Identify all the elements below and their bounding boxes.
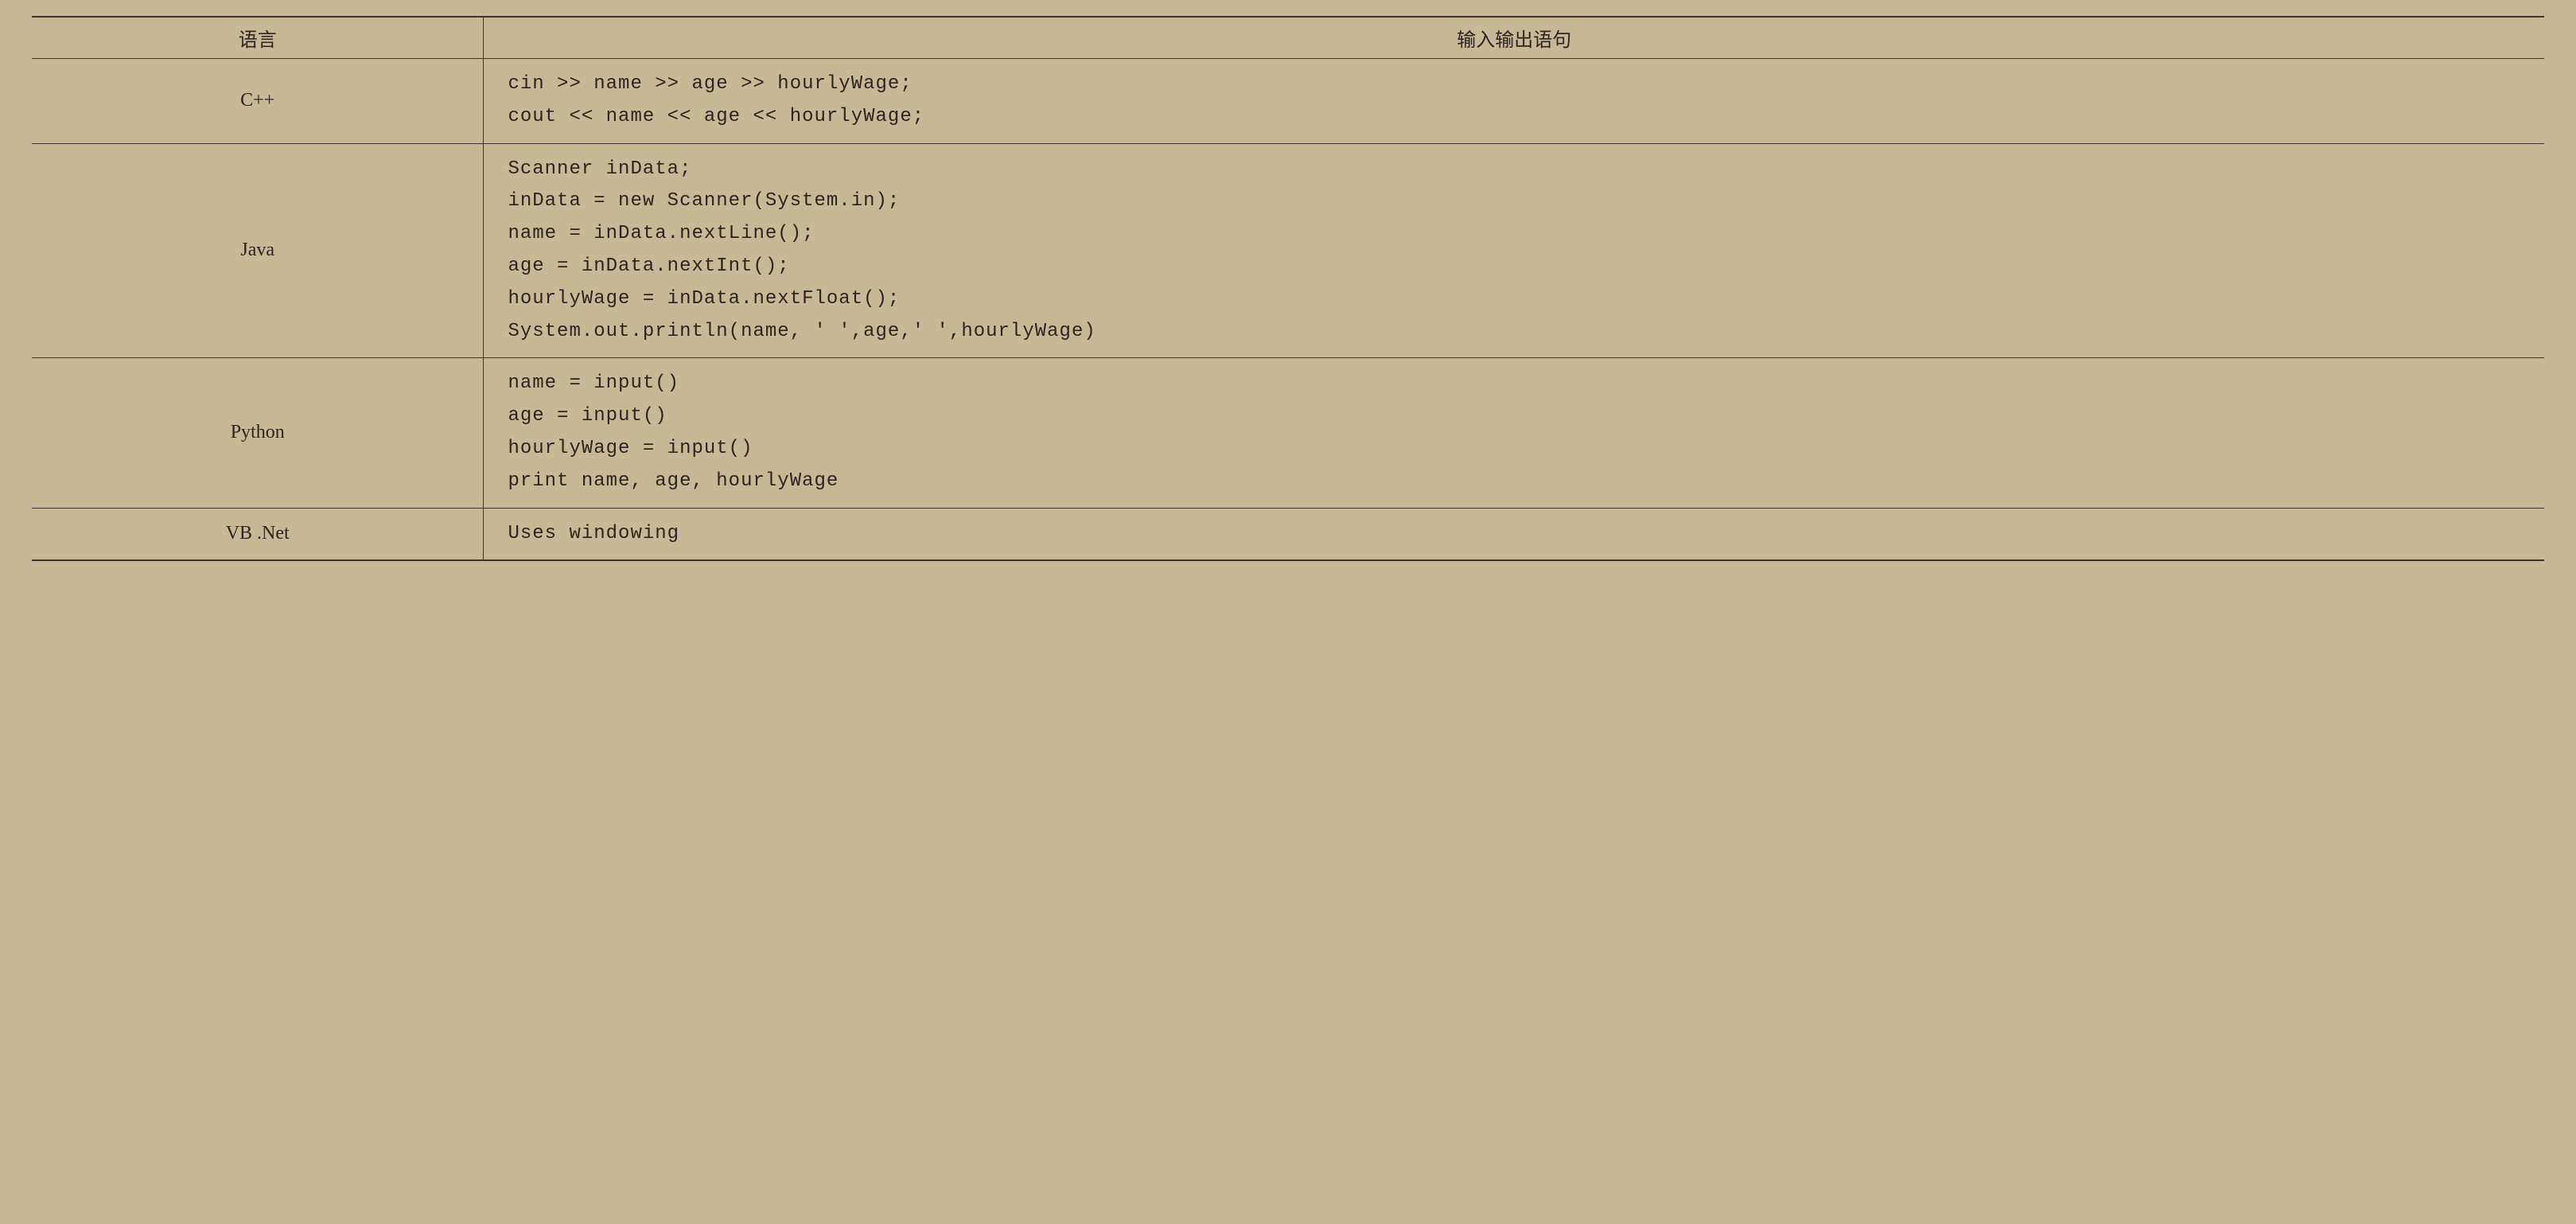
language-cell: VB .Net <box>32 509 484 560</box>
language-cell: Java <box>32 144 484 358</box>
io-statements-table: 语言 输入输出语句 C++ cin >> name >> age >> hour… <box>32 16 2544 561</box>
header-language: 语言 <box>32 18 484 58</box>
code-line: hourlyWage = input() <box>508 433 2520 466</box>
code-cell: cin >> name >> age >> hourlyWage; cout <… <box>484 59 2544 143</box>
code-line: cout << name << age << hourlyWage; <box>508 101 2520 134</box>
code-cell: name = input() age = input() hourlyWage … <box>484 358 2544 507</box>
code-line: age = input() <box>508 400 2520 433</box>
code-line: Uses windowing <box>508 518 2520 551</box>
table-row-python: Python name = input() age = input() hour… <box>32 358 2544 508</box>
code-line: Scanner inData; <box>508 154 2520 186</box>
code-line: hourlyWage = inData.nextFloat(); <box>508 283 2520 316</box>
language-cell: C++ <box>32 59 484 143</box>
header-io-statement: 输入输出语句 <box>484 18 2544 58</box>
code-line: inData = new Scanner(System.in); <box>508 185 2520 218</box>
code-cell: Scanner inData; inData = new Scanner(Sys… <box>484 144 2544 358</box>
code-line: name = inData.nextLine(); <box>508 218 2520 251</box>
code-line: System.out.println(name, ' ',age,' ',hou… <box>508 316 2520 349</box>
code-line: name = input() <box>508 368 2520 400</box>
language-cell: Python <box>32 358 484 507</box>
table-header-row: 语言 输入输出语句 <box>32 16 2544 59</box>
code-line: cin >> name >> age >> hourlyWage; <box>508 68 2520 101</box>
table-row-cpp: C++ cin >> name >> age >> hourlyWage; co… <box>32 59 2544 144</box>
table-row-vbnet: VB .Net Uses windowing <box>32 509 2544 562</box>
code-line: print name, age, hourlyWage <box>508 466 2520 498</box>
code-cell: Uses windowing <box>484 509 2544 560</box>
code-line: age = inData.nextInt(); <box>508 251 2520 283</box>
table-row-java: Java Scanner inData; inData = new Scanne… <box>32 144 2544 359</box>
